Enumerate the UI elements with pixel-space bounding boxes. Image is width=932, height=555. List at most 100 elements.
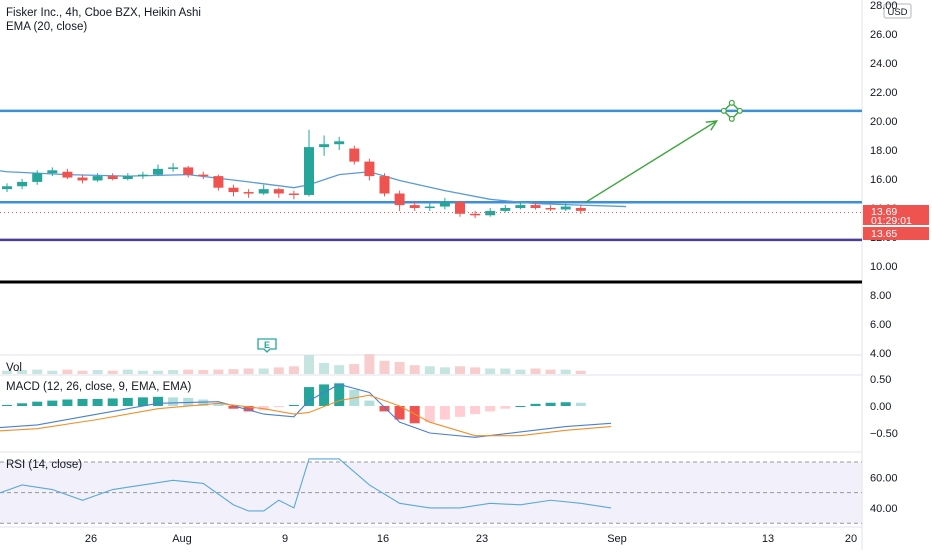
- time-tick-label: 9: [282, 533, 288, 545]
- macd-histogram-bar: [545, 402, 556, 406]
- volume-bar: [319, 363, 330, 374]
- macd-histogram-bar: [92, 398, 103, 406]
- macd-histogram-bar: [153, 396, 163, 406]
- volume-bar: [545, 369, 556, 374]
- volume-bar: [455, 366, 465, 374]
- macd-histogram-bar: [560, 402, 571, 406]
- time-tick-label: 23: [476, 533, 488, 545]
- candle-body: [213, 176, 224, 188]
- volume-bar: [364, 354, 375, 374]
- price-tick-label: 10.00: [870, 261, 898, 273]
- last-price-tag: [863, 205, 929, 225]
- candle-body: [379, 176, 390, 194]
- macd-histogram-bar: [47, 400, 58, 406]
- macd-histogram-bar: [107, 398, 118, 406]
- macd-histogram-bar: [515, 406, 526, 407]
- vol-legend: Vol: [6, 362, 22, 374]
- macd-tick-label: 0.00: [870, 401, 891, 413]
- volume-bar: [470, 367, 481, 374]
- macd-histogram-bar: [62, 399, 73, 406]
- volume-bar: [47, 370, 58, 374]
- price-tick-label: 28.00: [870, 0, 898, 12]
- target-handle: [728, 99, 735, 106]
- time-tick-label: 26: [85, 533, 97, 545]
- macd-tick-label: −0.50: [870, 428, 898, 440]
- macd-histogram-bar: [455, 406, 465, 417]
- rsi-band: [0, 461, 862, 524]
- candle-body: [545, 208, 556, 210]
- macd-histogram-bar: [500, 406, 511, 409]
- volume-bar: [17, 370, 28, 374]
- second-price-value: 13.65: [871, 228, 897, 240]
- macd-histogram-bar: [575, 402, 586, 406]
- volume-bar: [560, 369, 571, 374]
- macd-histogram-bar: [198, 399, 209, 406]
- macd-histogram-bar: [394, 406, 405, 420]
- volume-bar: [122, 369, 133, 374]
- volume-bar: [213, 369, 224, 374]
- candle-body: [183, 167, 194, 175]
- price-tick-label: 4.00: [870, 348, 891, 360]
- volume-bar: [349, 364, 360, 374]
- candle-body: [530, 205, 541, 208]
- candle-body: [470, 213, 481, 216]
- candle-body: [394, 193, 405, 206]
- volume-bar: [168, 370, 179, 374]
- volume-bar: [500, 368, 511, 374]
- price-tick-label: 6.00: [870, 319, 891, 331]
- volume-bar: [530, 368, 541, 374]
- macd-histogram-bar: [137, 397, 148, 406]
- price-tick-label: 18.00: [870, 145, 898, 157]
- currency-label: USD: [887, 7, 907, 18]
- rsi-tick-label: 60.00: [870, 472, 898, 484]
- volume-bar: [485, 368, 496, 374]
- candles[interactable]: [2, 129, 586, 219]
- horizontal-lines[interactable]: [0, 109, 862, 284]
- candle-body: [455, 202, 465, 214]
- volume-bar: [575, 370, 586, 374]
- time-tick-label: Aug: [172, 533, 192, 545]
- volume-bar: [228, 369, 239, 374]
- candle-body: [304, 147, 314, 195]
- projection-arrow-line: [585, 120, 718, 203]
- rsi-pane: [0, 458, 612, 512]
- candle-body: [92, 176, 103, 181]
- volume-bar: [439, 367, 450, 374]
- volume-bar: [394, 361, 405, 374]
- volume-bar: [304, 355, 314, 374]
- macd-histogram-bar: [530, 403, 541, 406]
- macd-histogram-bar: [2, 404, 12, 406]
- target-handle: [720, 107, 727, 114]
- candle-body: [500, 208, 511, 211]
- signal-line: [0, 394, 612, 437]
- candle-body: [153, 168, 163, 175]
- macd-histogram-bar: [77, 398, 88, 406]
- macd-histogram-bar: [228, 406, 239, 409]
- ema-legend: EMA (20, close): [6, 21, 87, 33]
- currency-badge[interactable]: USD: [883, 3, 912, 19]
- macd-histogram-bar: [168, 397, 179, 406]
- candle-body: [364, 161, 375, 177]
- candle-body: [168, 167, 179, 169]
- macd-tick-label: 0.50: [870, 374, 891, 386]
- price-tick-label: 26.00: [870, 29, 898, 41]
- price-tick-label: 24.00: [870, 58, 898, 70]
- price-tick-label: 20.00: [870, 116, 898, 128]
- volume-bar: [334, 365, 345, 374]
- time-tick-label: 13: [762, 533, 774, 545]
- drawings[interactable]: [0, 99, 862, 213]
- candle-body: [243, 192, 254, 194]
- volume-bar: [243, 368, 254, 374]
- candle-body: [560, 206, 571, 210]
- rsi-legend: RSI (14, close): [6, 459, 82, 471]
- macd-histogram-bar: [319, 384, 330, 406]
- macd-histogram-bar: [273, 406, 284, 408]
- candle-body: [17, 181, 28, 187]
- volume-bar: [77, 370, 88, 374]
- earnings-marker[interactable]: E: [257, 338, 277, 353]
- volume-bar: [258, 368, 269, 374]
- time-tick-label: 16: [377, 533, 389, 545]
- macd-line: [0, 383, 612, 438]
